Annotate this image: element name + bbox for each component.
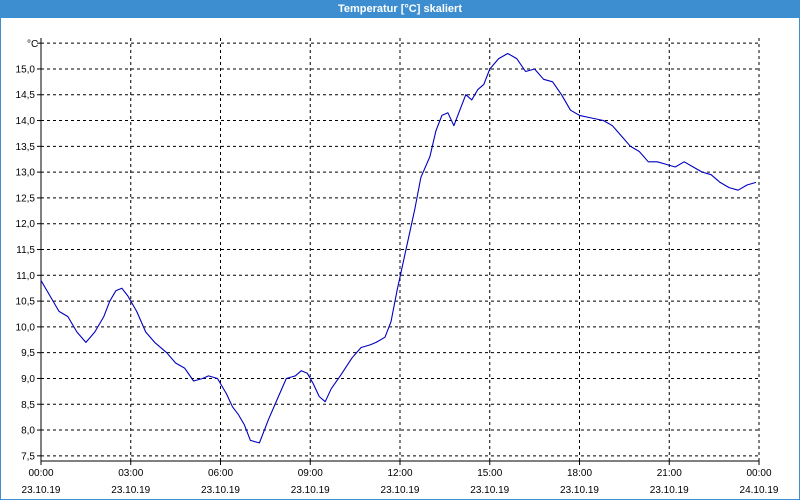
x-tick-time-label: 15:00 [477,468,502,479]
x-tick-date-label: 23.10.19 [201,485,240,496]
x-tick-time-label: 09:00 [298,468,323,479]
y-tick-label: 14,0 [16,116,36,127]
x-tick-date-label: 23.10.19 [650,485,689,496]
y-tick-label: 15,0 [16,64,36,75]
x-tick-date-label: 23.10.19 [22,485,61,496]
x-tick-time-label: 00:00 [746,468,771,479]
x-tick-date-label: 23.10.19 [470,485,509,496]
temperature-series-line [40,52,757,444]
y-tick-label: 9,0 [21,374,35,385]
x-tick-time-label: 12:00 [387,468,412,479]
y-tick-label: 8,5 [21,400,35,411]
x-tick-time-label: 06:00 [208,468,233,479]
x-tick-time-label: 18:00 [567,468,592,479]
y-tick-label: 13,0 [16,168,36,179]
x-tick-date-label: 23.10.19 [381,485,420,496]
x-tick-date-label: 23.10.19 [291,485,330,496]
x-tick-time-label: 03:00 [118,468,143,479]
x-tick-date-label: 24.10.19 [740,485,779,496]
y-tick-label: 10,5 [16,297,36,308]
y-axis-unit-label: °C [27,39,38,50]
y-tick-label: 13,5 [16,142,36,153]
y-tick-label: 14,5 [16,90,36,101]
x-tick-time-label: 21:00 [657,468,682,479]
x-tick-date-label: 23.10.19 [111,485,150,496]
y-tick-label: 12,0 [16,219,36,230]
y-tick-label: 11,0 [16,271,35,282]
y-tick-label: 7,5 [21,451,35,462]
y-tick-label: 9,5 [21,348,35,359]
y-tick-label: 10,0 [16,322,36,333]
y-tick-label: 12,5 [16,193,36,204]
y-tick-label: 8,0 [21,426,35,437]
temperature-line-chart: 7,5 8,0 8,5 9,0 9,5 10,0 10,5 11,0 11,5 12,0 12,5 1… [16,38,779,496]
window-title: Temperatur [°C] skaliert [1,0,799,18]
x-tick-time-label: 00:00 [28,468,53,479]
x-tick-date-label: 23.10.19 [560,485,599,496]
y-tick-label: 11,5 [16,245,35,256]
